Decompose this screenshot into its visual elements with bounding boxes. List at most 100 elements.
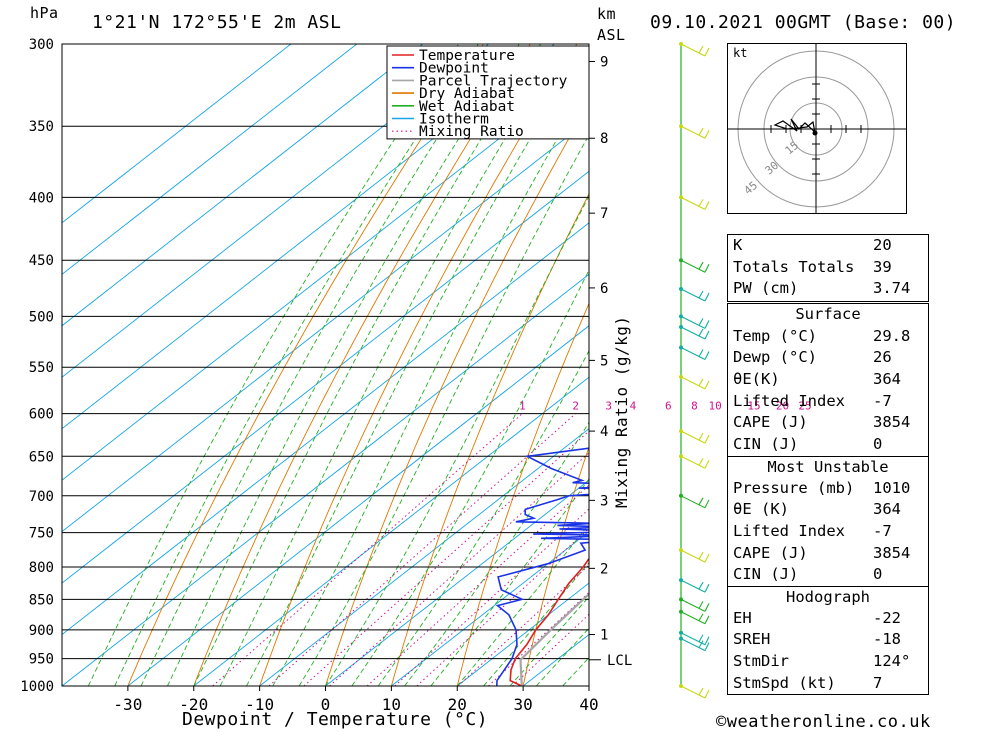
km-tick-label: 9 <box>600 54 608 70</box>
x-tick-label: -20 <box>179 695 208 714</box>
legend-label: Wet Adiabat <box>419 99 515 115</box>
y-tick-label: 300 <box>29 37 54 53</box>
copyright-footer[interactable]: ©weatheronline.co.uk <box>716 712 931 732</box>
mixing-ratio-line <box>268 413 576 686</box>
wind-barb <box>679 195 710 210</box>
y-tick-label: 550 <box>29 360 54 376</box>
isotherm-line <box>259 428 589 686</box>
x-tick-label: 0 <box>321 695 331 714</box>
y-tick-label: 400 <box>29 190 54 206</box>
index-row-pw: PW (cm) 3.74 <box>733 279 911 298</box>
wet-adiabat-line <box>140 44 499 686</box>
km-unit-label: km <box>597 5 617 23</box>
isotherm-line <box>127 325 589 686</box>
wet-adiabat-line <box>430 478 589 686</box>
hodograph: kt 15 30 45 <box>727 43 907 214</box>
dry-adiabat-line <box>259 44 578 686</box>
mixing-ratio-label: 25 <box>798 400 811 413</box>
y-tick-label: 850 <box>29 592 54 608</box>
hodograph-trace <box>773 118 817 134</box>
y-tick-label: 750 <box>29 526 54 542</box>
legend-label: Isotherm <box>419 112 489 128</box>
mixing-ratio-label: 2 <box>572 400 579 413</box>
series-temperature <box>509 557 589 686</box>
y-tick-label: 700 <box>29 489 54 505</box>
isotherm-line <box>62 44 292 224</box>
wet-adiabat-line <box>509 596 589 686</box>
mixing-ratio-line <box>366 484 589 686</box>
km-tick-label: 8 <box>600 131 608 147</box>
legend-label: Parcel Trajectory <box>419 73 568 89</box>
km-tick-label: 6 <box>600 281 608 297</box>
wet-adiabat-line <box>272 83 589 686</box>
isotherm-line <box>62 222 589 636</box>
wind-barb <box>679 287 710 302</box>
isotherm-line <box>325 479 589 686</box>
wet-adiabat-line <box>193 44 542 686</box>
isotherm-line <box>62 44 358 275</box>
wind-barb <box>679 493 710 509</box>
y-tick-label: 1000 <box>20 679 54 695</box>
isotherm-line <box>391 531 589 686</box>
x-tick-label: 40 <box>579 695 598 714</box>
mixing-ratio-line <box>329 452 589 686</box>
mixing-ratio-label: 20 <box>776 400 789 413</box>
wind-barb <box>679 597 710 612</box>
location-title: 1°21'N 172°55'E 2m ASL <box>92 12 342 33</box>
y-tick-label: 900 <box>29 623 54 639</box>
isotherm-line <box>62 273 589 686</box>
wind-barb <box>679 324 710 340</box>
wind-barb <box>679 548 710 563</box>
wind-barb <box>679 454 710 469</box>
y-tick-label: 600 <box>29 407 54 423</box>
y-tick-label: 350 <box>29 119 54 135</box>
wind-barb <box>679 124 710 139</box>
wet-adiabat-line <box>166 44 520 686</box>
dry-adiabat-line <box>193 44 531 686</box>
wind-barb <box>679 609 710 625</box>
y-tick-label: 800 <box>29 560 54 576</box>
dry-adiabat-line <box>983 44 1000 686</box>
isotherm-line <box>62 119 589 533</box>
km-tick-label: 5 <box>600 353 608 369</box>
pressure-unit-label: hPa <box>30 4 59 22</box>
dry-adiabat-line <box>325 102 589 686</box>
wet-adiabat-line <box>351 269 589 686</box>
y-tick-label: 500 <box>29 309 54 325</box>
km-tick-label: 7 <box>600 206 608 222</box>
mixing-ratio-label: 8 <box>691 400 698 413</box>
hodograph-table-title: Hodograph <box>728 585 928 608</box>
wind-barb <box>679 636 710 652</box>
index-row-totals: Totals Totals 39 <box>733 257 892 276</box>
isotherm-line <box>62 170 589 584</box>
dry-adiabat-line <box>918 44 1000 686</box>
dry-adiabat-line <box>127 44 484 686</box>
km-tick-label: 4 <box>600 424 608 440</box>
mixing-ratio-label: 6 <box>665 400 672 413</box>
mixing-ratio-label: 3 <box>605 400 612 413</box>
wind-barb <box>679 42 710 57</box>
mixing-ratio-axis-label: Mixing Ratio (g/kg) <box>612 315 631 508</box>
wind-barb <box>679 578 710 593</box>
dry-adiabat-line <box>456 302 589 686</box>
index-row-k: K 20 <box>733 236 892 254</box>
isotherm-line <box>62 44 423 327</box>
wind-barb <box>679 429 710 444</box>
wind-barb <box>679 684 710 699</box>
mixing-ratio-label: 1 <box>519 400 526 413</box>
wind-barb <box>679 345 710 360</box>
y-tick-label: 950 <box>29 652 54 668</box>
wind-barb <box>679 314 710 329</box>
x-axis-label: Dewpoint / Temperature (°C) <box>182 709 489 730</box>
km-tick-label: 2 <box>600 561 608 577</box>
mixing-ratio-label: 15 <box>747 400 760 413</box>
series-dewpoint <box>495 447 589 686</box>
x-tick-label: 20 <box>448 695 467 714</box>
datetime-title: 09.10.2021 00GMT (Base: 00) <box>650 12 957 33</box>
wind-barb <box>679 630 710 646</box>
km-tick-label: 3 <box>600 493 608 509</box>
indices-table: K 20 Totals Totals 39 PW (cm) 3.74 <box>727 234 929 302</box>
km-tick-label: 1 <box>600 628 608 644</box>
mixing-ratio-line <box>457 564 589 686</box>
